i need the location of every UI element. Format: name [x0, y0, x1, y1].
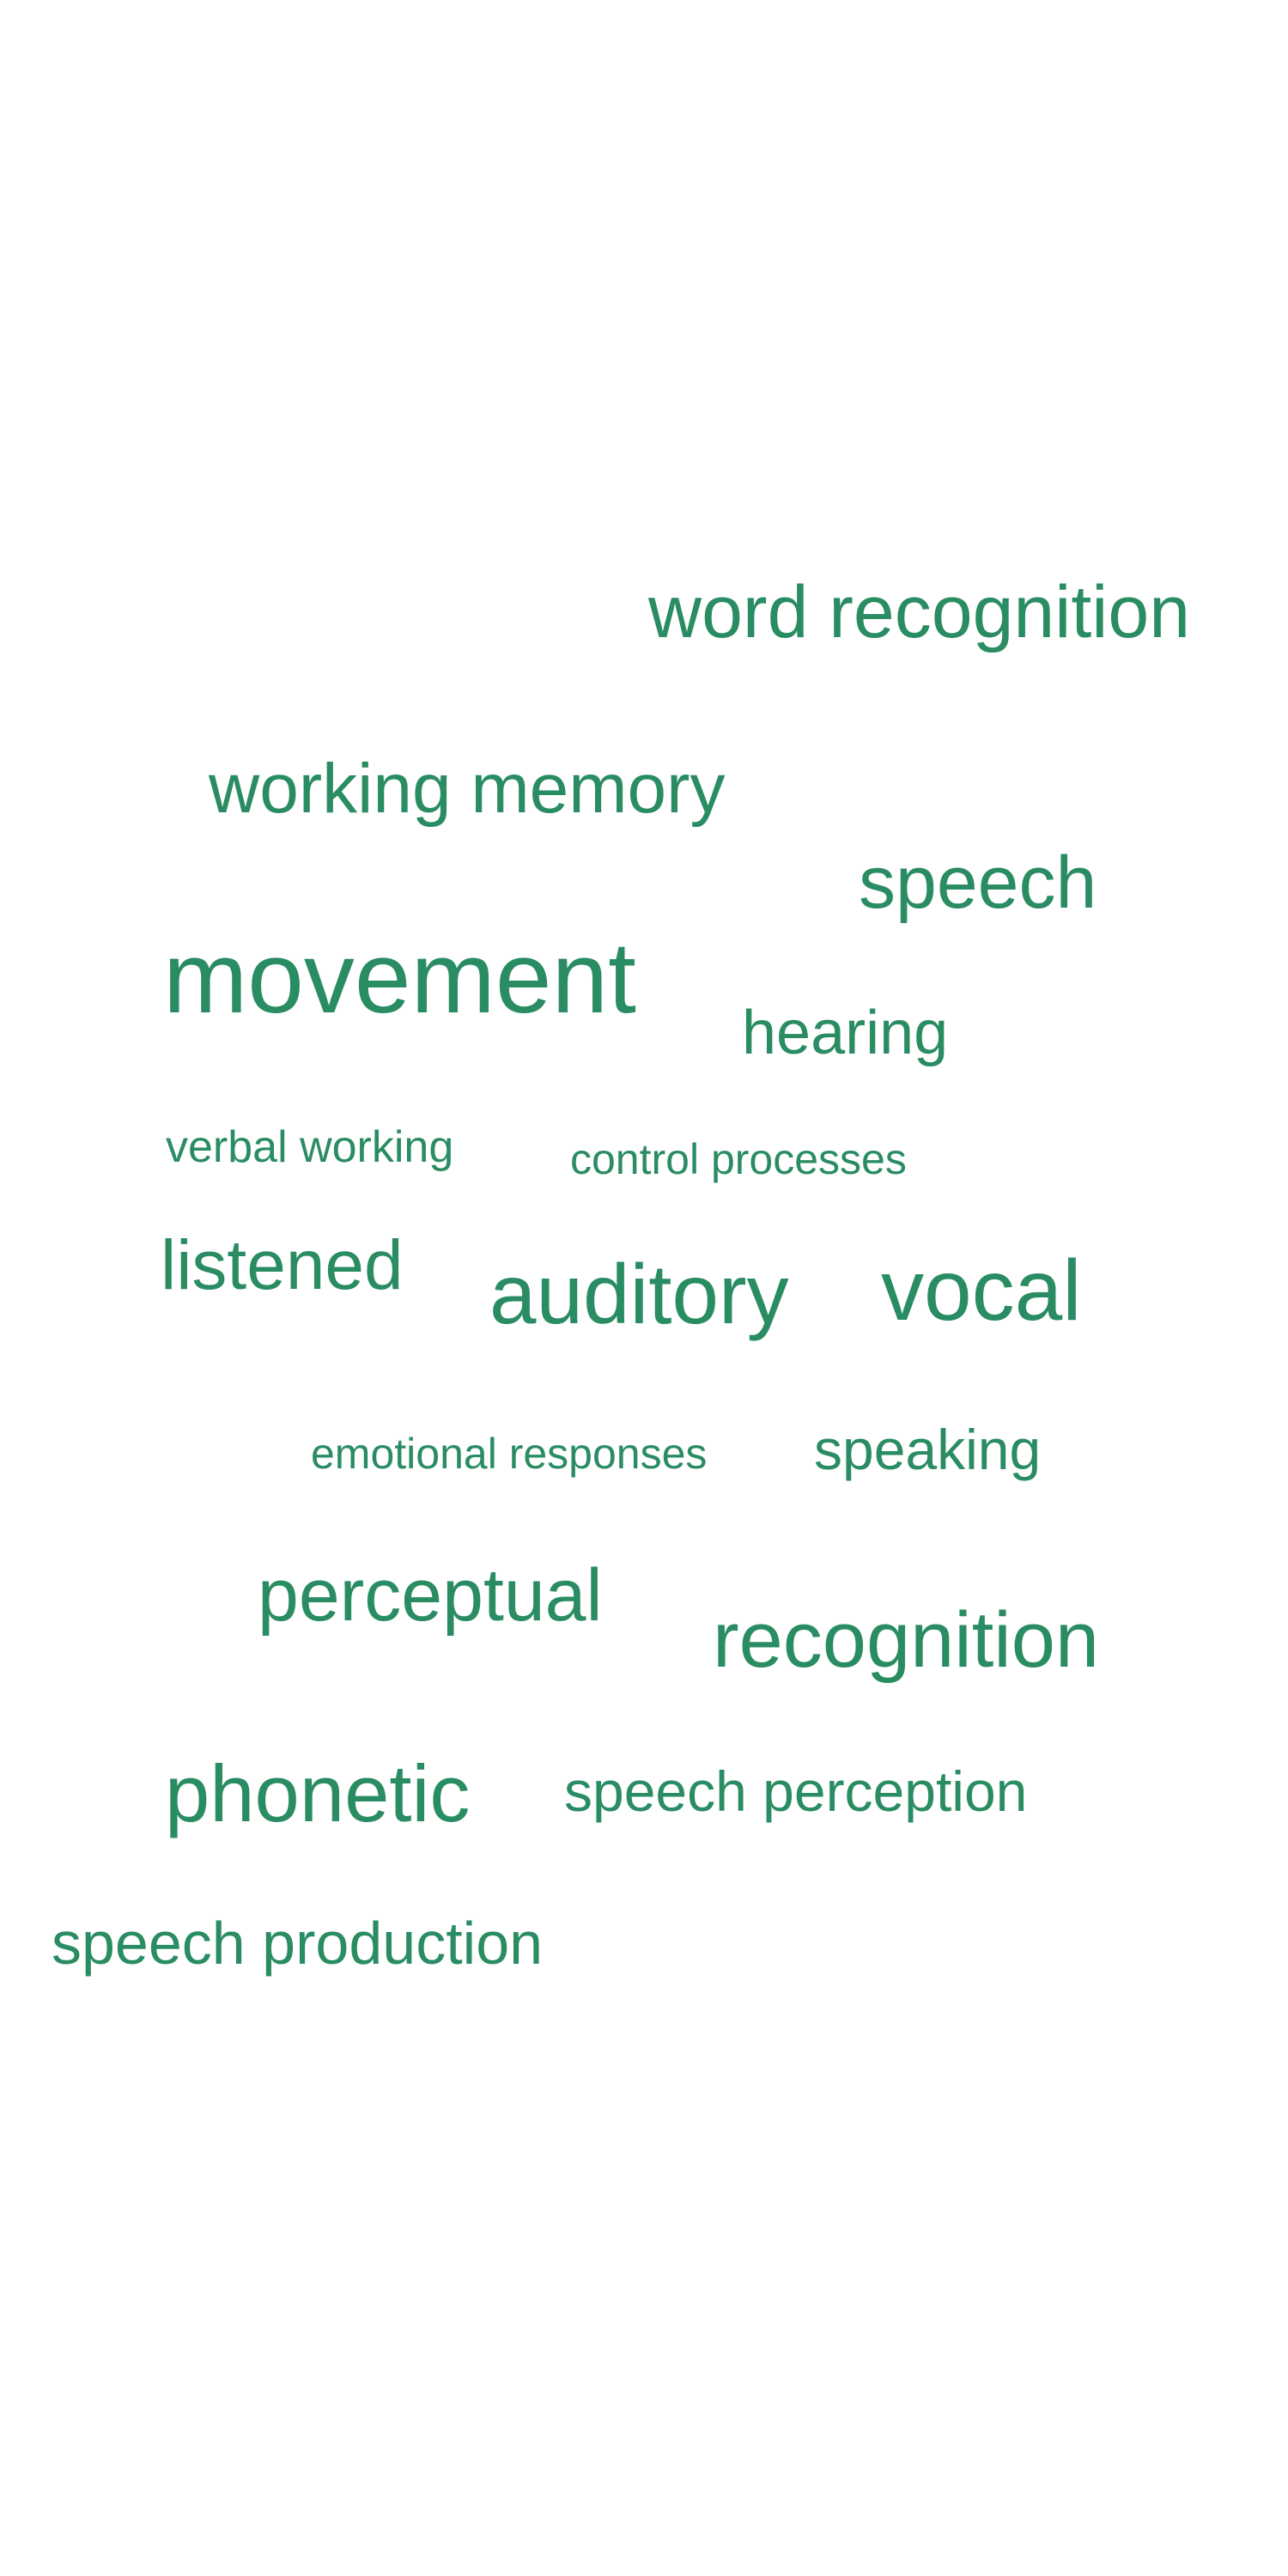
- word-control-processes: control processes: [570, 1135, 907, 1183]
- word-speech-production: speech production: [52, 1910, 544, 1977]
- word-emotional-responses: emotional responses: [311, 1430, 708, 1478]
- word-vocal: vocal: [881, 1242, 1082, 1339]
- word-speech: speech: [859, 841, 1097, 924]
- word-working-memory: working memory: [209, 750, 726, 828]
- word-recognition: recognition: [713, 1596, 1100, 1684]
- word-speech-perception: speech perception: [564, 1759, 1028, 1823]
- word-hearing: hearing: [742, 999, 949, 1067]
- word-perceptual: perceptual: [258, 1554, 603, 1637]
- word-auditory: auditory: [489, 1247, 789, 1341]
- word-phonetic: phonetic: [165, 1748, 471, 1838]
- word-verbal-working: verbal working: [166, 1122, 454, 1172]
- word-word-recognition: word recognition: [648, 571, 1191, 653]
- word-listened: listened: [161, 1226, 404, 1304]
- word-speaking: speaking: [814, 1418, 1042, 1481]
- word-movement: movement: [163, 921, 636, 1035]
